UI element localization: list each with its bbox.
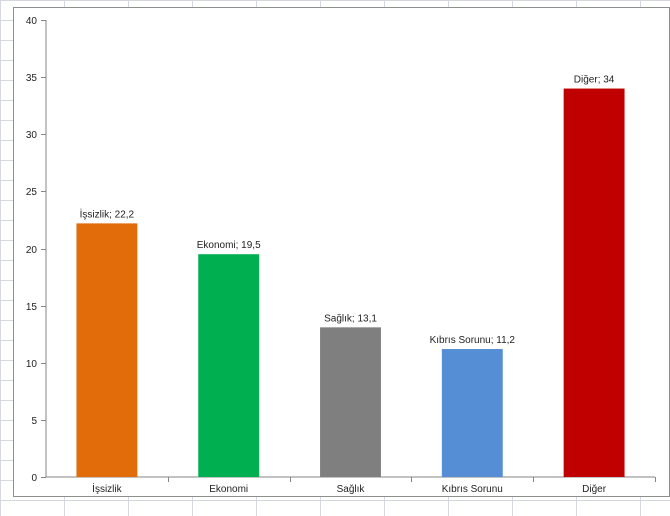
y-tick-label: 0 xyxy=(31,473,37,484)
data-label: Kıbrıs Sorunu; 11,2 xyxy=(430,335,516,346)
bar xyxy=(198,254,260,477)
x-category-label: Kıbrıs Sorunu xyxy=(442,484,503,495)
y-tick-label: 40 xyxy=(26,16,38,27)
chart-area: 0 5 10 15 20 25 30 35 40 İşsizlik; 22,2 İşsizlik Ek… xyxy=(13,7,670,497)
data-label: Ekonomi; 19,5 xyxy=(197,240,261,251)
data-label: Diğer; 34 xyxy=(574,75,615,86)
y-tick-label: 15 xyxy=(26,302,38,313)
y-tick-label: 5 xyxy=(31,416,37,427)
bar xyxy=(76,223,138,477)
y-tick-label: 20 xyxy=(26,245,38,256)
y-tick-label: 30 xyxy=(26,130,38,141)
y-tick-label: 35 xyxy=(26,73,38,84)
x-category-label: Sağlık xyxy=(337,484,366,495)
x-category-label: Diğer xyxy=(582,484,607,495)
x-category-label: İşsizlik xyxy=(92,482,122,495)
x-category-label: Ekonomi xyxy=(209,484,248,495)
data-label: Sağlık; 13,1 xyxy=(324,313,377,324)
bar xyxy=(320,327,381,477)
data-label: İşsizlik; 22,2 xyxy=(80,207,135,220)
bar xyxy=(441,349,503,477)
bar-chart: 0 5 10 15 20 25 30 35 40 İşsizlik; 22,2 İşsizlik Ek… xyxy=(26,16,656,495)
y-tick-label: 10 xyxy=(26,359,38,370)
y-tick-label: 25 xyxy=(26,187,38,198)
bar xyxy=(563,88,625,478)
